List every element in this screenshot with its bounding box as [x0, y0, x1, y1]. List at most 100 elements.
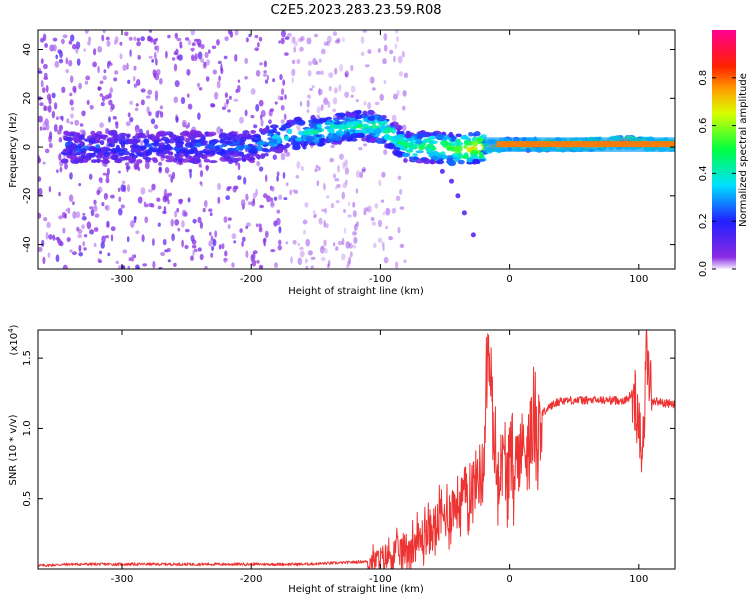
noise-point — [254, 47, 259, 52]
ridge-point — [95, 153, 103, 159]
ridge-point — [252, 139, 261, 143]
ridge-point — [126, 133, 131, 138]
noise-point — [229, 95, 232, 101]
noise-point — [83, 247, 87, 251]
noise-point — [102, 30, 106, 34]
noise-point — [383, 44, 388, 52]
ridge-point — [78, 134, 85, 140]
ridge-point — [448, 131, 454, 138]
noise-point — [100, 241, 105, 249]
ridge-point — [90, 130, 96, 136]
ridge-point — [435, 134, 444, 140]
noise-point — [314, 33, 318, 38]
noise-point — [306, 109, 310, 113]
noise-point — [87, 41, 91, 46]
ridge-point — [478, 158, 486, 162]
spectrogram-frame — [37, 29, 676, 270]
noise-point — [224, 250, 228, 257]
snr-y-multiplier: (x104) — [7, 324, 20, 355]
noise-point — [152, 260, 156, 269]
noise-point — [312, 210, 316, 214]
ridge-point — [400, 141, 409, 147]
noise-point — [94, 227, 99, 232]
noise-point — [342, 161, 346, 170]
noise-point — [144, 216, 148, 224]
noise-point — [83, 234, 88, 238]
noise-point — [99, 80, 104, 85]
noise-point — [150, 203, 155, 208]
noise-point — [130, 220, 135, 228]
noise-point — [140, 99, 145, 106]
noise-point — [156, 197, 161, 202]
noise-point — [69, 172, 73, 180]
noise-point — [217, 60, 222, 65]
noise-point — [301, 165, 304, 172]
noise-point — [318, 88, 323, 96]
noise-point — [355, 221, 360, 227]
noise-point — [280, 37, 285, 45]
ridge-point — [118, 156, 127, 161]
ridge-point — [128, 159, 136, 164]
noise-point — [330, 203, 335, 209]
ridge-point — [107, 139, 115, 144]
noise-point — [263, 70, 267, 74]
noise-point — [381, 171, 386, 178]
noise-point — [55, 116, 59, 121]
noise-point — [399, 188, 403, 195]
ridge-point — [72, 151, 77, 155]
noise-point — [241, 241, 245, 247]
noise-point — [245, 250, 249, 258]
noise-point — [192, 218, 197, 224]
ridge-point — [63, 131, 71, 135]
noise-point — [162, 210, 167, 215]
noise-point — [258, 99, 264, 107]
noise-point — [260, 265, 264, 269]
noise-point — [140, 187, 146, 195]
noise-point — [268, 119, 272, 124]
ridge-point — [145, 150, 151, 157]
noise-point — [299, 250, 305, 258]
ridge-point — [364, 127, 370, 132]
ridge-point — [472, 141, 479, 147]
noise-point — [101, 202, 105, 207]
noise-point — [208, 49, 211, 54]
noise-point — [283, 197, 288, 201]
noise-point — [333, 173, 336, 179]
noise-point — [361, 166, 366, 172]
noise-point — [364, 64, 370, 68]
noise-point — [45, 232, 49, 240]
noise-point — [344, 91, 349, 98]
noise-point — [93, 48, 97, 56]
noise-point — [191, 244, 197, 249]
noise-point — [78, 251, 83, 257]
ridge-point — [376, 116, 386, 122]
y-tick-label: 0 — [22, 144, 33, 150]
noise-point — [373, 242, 377, 249]
noise-point — [121, 180, 126, 185]
y-tick-label: 20 — [22, 92, 33, 105]
noise-point — [276, 171, 280, 177]
noise-point — [253, 124, 258, 129]
noise-point — [342, 182, 347, 189]
noise-point — [293, 41, 299, 47]
noise-point — [327, 100, 331, 108]
ridge-point — [207, 131, 217, 136]
noise-point — [352, 231, 357, 236]
ridge-point — [190, 158, 200, 165]
noise-point — [352, 210, 357, 218]
noise-point — [85, 75, 91, 81]
noise-point — [127, 265, 131, 269]
noise-point — [147, 89, 153, 95]
noise-point — [148, 30, 153, 33]
ridge-point — [121, 142, 125, 149]
noise-point — [258, 166, 264, 172]
noise-point — [72, 251, 77, 256]
noise-point — [367, 205, 372, 213]
noise-point — [401, 50, 405, 58]
colorbar-tick-label: 0.6 — [698, 118, 709, 134]
noise-point — [83, 48, 86, 52]
noise-point — [175, 48, 179, 56]
noise-point — [352, 201, 356, 208]
noise-point — [49, 131, 53, 140]
